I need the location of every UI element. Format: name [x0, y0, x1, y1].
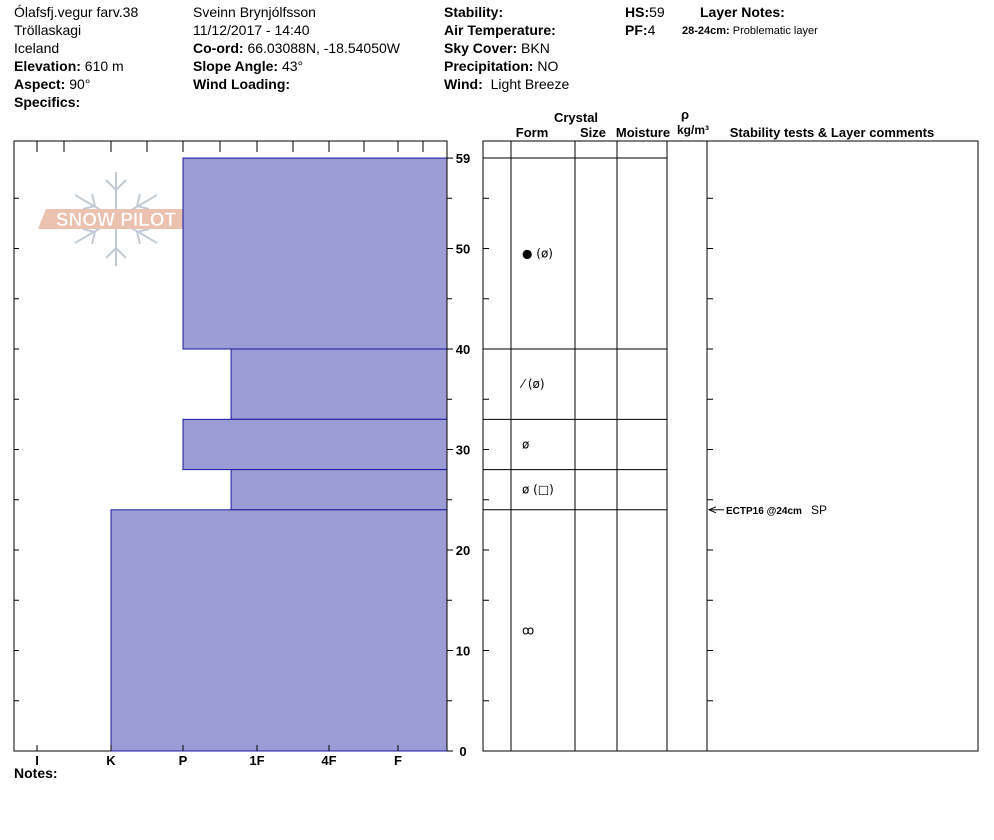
- sky-cover-field: Sky Cover: BKN: [444, 39, 550, 57]
- hardness-top-ticks: [36, 141, 424, 152]
- slope-label: Slope Angle:: [193, 58, 279, 74]
- coord-value: 66.03088N, -18.54050W: [247, 40, 400, 56]
- sky-cover-value: BKN: [521, 40, 550, 56]
- x-tick-label-3: 1F: [249, 753, 264, 768]
- layer-note-text: Problematic layer: [732, 25, 818, 37]
- observer-name: Sveinn Brynjólfsson: [193, 4, 316, 20]
- hardness-bar-2: [182, 418, 448, 471]
- slope-field: Slope Angle: 43°: [193, 57, 303, 75]
- stability-test-markers: ECTP16 @24cm SP: [707, 503, 827, 517]
- logo-banner: [38, 209, 194, 229]
- precipitation-value: NO: [537, 58, 559, 74]
- layer-boundaries: [483, 157, 667, 511]
- depth-tick-label-59: 59: [456, 151, 470, 166]
- x-tick-label-1: K: [106, 753, 116, 768]
- grain-form-symbol-3: ø (□): [522, 483, 554, 497]
- precipitation-field: Precipitation: NO: [444, 57, 558, 75]
- precipitation-label: Precipitation:: [444, 58, 534, 74]
- grain-form-symbol-4: ꝏ: [522, 623, 534, 637]
- elevation-value: 610 m: [84, 58, 124, 74]
- x-tick-label-5: F: [394, 753, 402, 768]
- wind-field: Wind: Light Breeze: [444, 75, 569, 93]
- pf-label: PF:: [625, 22, 648, 38]
- hardness-bar-0: [182, 157, 448, 350]
- sky-cover-label: Sky Cover:: [444, 40, 518, 56]
- depth-tick-label-40: 40: [456, 342, 470, 357]
- grain-form-symbols: ● (ø) ⁄ (ø) ø ø (□) ꝏ: [519, 247, 554, 638]
- stability-ticks: [707, 197, 713, 752]
- depth-tick-label-20: 20: [456, 543, 470, 558]
- observation-datetime: 11/12/2017 - 14:40: [193, 22, 310, 38]
- coord-label: Co-ord:: [193, 40, 244, 56]
- aspect-label: Aspect:: [14, 76, 66, 92]
- layer-note-depth: 28-24cm:: [682, 25, 730, 37]
- density-symbol-header: ρ: [681, 107, 689, 122]
- elevation-label: Elevation:: [14, 58, 81, 74]
- x-tick-label-4: 4F: [321, 753, 336, 768]
- depth-tick-label-50: 50: [456, 242, 470, 257]
- x-tick-label-2: P: [179, 753, 188, 768]
- hs-label: HS:: [625, 4, 650, 20]
- wind-value: Light Breeze: [490, 76, 570, 92]
- density-unit-header: kg/m³: [677, 123, 709, 137]
- stability-test-label-0: ECTP16 @24cm: [726, 506, 802, 517]
- hs-value: 59: [649, 4, 665, 20]
- aspect-field: Aspect: 90°: [14, 75, 90, 93]
- location-name: Ólafsfj.vegur farv.38: [14, 4, 139, 20]
- hardness-bars: [110, 157, 448, 752]
- moisture-header: Moisture: [616, 125, 670, 140]
- depth-tick-label-0: 0: [459, 744, 466, 759]
- grain-form-symbol-2: ø: [522, 437, 529, 451]
- layer-table-frame: [482, 140, 979, 752]
- form-header: Form: [516, 125, 549, 140]
- depth-left-ticks: [14, 197, 19, 752]
- country-name: Iceland: [14, 40, 60, 56]
- stability-label: Stability:: [444, 4, 504, 20]
- aspect-value: 90°: [69, 76, 91, 92]
- x-tick-label-0: I: [35, 753, 39, 768]
- pf-field: PF:4: [625, 21, 655, 39]
- slope-value: 43°: [281, 58, 304, 74]
- crystal-header: Crystal: [554, 110, 598, 125]
- wind-label: Wind:: [444, 76, 483, 92]
- hardness-bar-3: [230, 469, 448, 511]
- elevation-field: Elevation: 610 m: [14, 57, 124, 75]
- notes-label: Notes:: [14, 765, 58, 781]
- coord-field: Co-ord: 66.03088N, -18.54050W: [193, 39, 400, 57]
- depth-axis: 0 10 20 30 40 50 59: [447, 151, 489, 759]
- size-header: Size: [580, 125, 606, 140]
- hardness-bar-1: [230, 348, 448, 420]
- layer-note: 28-24cm: Problematic layer: [682, 22, 818, 40]
- grain-form-symbol-0: ● (ø): [522, 247, 553, 261]
- hardness-bar-4: [110, 509, 448, 752]
- air-temperature-label: Air Temperature:: [444, 22, 556, 38]
- hs-field: HS:59: [625, 3, 665, 21]
- grain-form-symbol-1: ⁄ (ø): [519, 377, 545, 391]
- depth-tick-label-10: 10: [456, 644, 470, 659]
- pf-value: 4: [647, 22, 656, 38]
- depth-tick-label-30: 30: [456, 443, 470, 458]
- layer-notes-label: Layer Notes:: [700, 4, 785, 20]
- wind-loading-label: Wind Loading:: [193, 76, 291, 92]
- stability-arrow-head-0: [707, 506, 717, 514]
- snowpilot-logo: SNOW PILOT: [38, 172, 194, 266]
- stability-test-suffix-0: SP: [811, 503, 827, 517]
- region-name: Tröllaskagi: [14, 22, 82, 38]
- hardness-tick-labels: I K P 1F 4F F: [35, 745, 402, 768]
- specifics-label: Specifics:: [14, 94, 81, 110]
- stability-header: Stability tests & Layer comments: [730, 125, 934, 140]
- logo-text: SNOW PILOT: [56, 210, 177, 231]
